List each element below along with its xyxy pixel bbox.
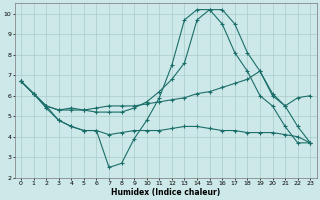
X-axis label: Humidex (Indice chaleur): Humidex (Indice chaleur)	[111, 188, 220, 197]
